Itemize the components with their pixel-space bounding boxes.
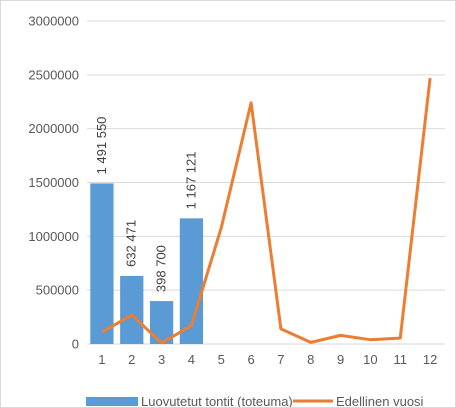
x-axis-ticks: 1 2 3 4 5 6 7 8 9 10 11 12 xyxy=(98,352,437,367)
data-label: 632 471 xyxy=(124,220,139,267)
bar xyxy=(120,275,144,344)
legend-label-bars: Luovutetut tontit (toteuma) xyxy=(141,394,293,407)
x-tick-label: 5 xyxy=(218,352,225,367)
x-tick-label: 11 xyxy=(394,352,408,367)
y-tick-label: 1500000 xyxy=(28,175,79,190)
bar xyxy=(90,183,114,344)
x-tick-label: 4 xyxy=(188,352,195,367)
x-tick-label: 12 xyxy=(423,352,437,367)
x-tick-label: 6 xyxy=(247,352,254,367)
x-tick-label: 10 xyxy=(363,352,377,367)
x-tick-label: 9 xyxy=(337,352,344,367)
y-tick-label: 3000000 xyxy=(28,14,79,29)
bar-series xyxy=(90,183,204,344)
bar xyxy=(179,218,204,344)
gridlines xyxy=(87,20,445,345)
data-labels: 1 491 550 632 471 398 700 1 167 121 xyxy=(94,117,199,293)
legend-label-line: Edellinen vuosi xyxy=(336,394,424,407)
data-label: 398 700 xyxy=(154,245,169,292)
line-series xyxy=(101,77,432,345)
x-tick-label: 7 xyxy=(277,352,284,367)
y-tick-label: 2500000 xyxy=(28,67,79,82)
x-tick-label: 2 xyxy=(128,352,135,367)
y-tick-label: 500000 xyxy=(36,283,79,298)
x-tick-label: 8 xyxy=(307,352,314,367)
bar xyxy=(149,301,174,344)
data-label: 1 491 550 xyxy=(94,117,109,175)
legend-swatch-bars xyxy=(86,397,138,406)
y-axis-ticks: 0 500000 1000000 1500000 2000000 2500000 30000… xyxy=(28,14,79,352)
x-tick-label: 3 xyxy=(158,352,165,367)
data-label: 1 167 121 xyxy=(183,151,198,209)
y-tick-label: 1000000 xyxy=(28,229,79,244)
y-tick-label: 2000000 xyxy=(28,121,79,136)
line-path xyxy=(101,77,432,345)
legend: Luovutetut tontit (toteuma) Edellinen vu… xyxy=(86,394,424,407)
y-tick-label: 0 xyxy=(72,337,79,352)
x-tick-label: 1 xyxy=(98,352,105,367)
